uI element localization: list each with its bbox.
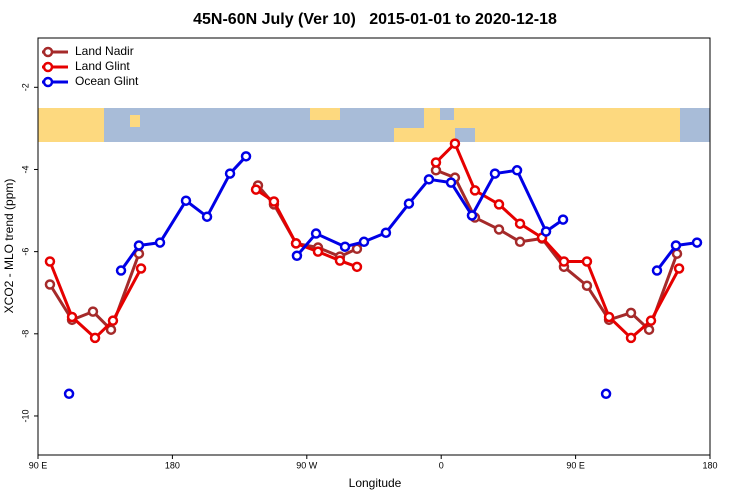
data-point [107, 315, 119, 326]
data-point [625, 332, 637, 344]
data-point [489, 168, 501, 179]
data-point [310, 228, 322, 239]
data-point [691, 237, 703, 248]
y-tick-label: -2 [20, 83, 30, 91]
y-tick-label: -8 [20, 330, 30, 338]
y-axis-label: XCO2 - MLO trend (ppm) [2, 179, 16, 314]
data-point [603, 311, 615, 323]
data-point [625, 307, 637, 319]
data-point [351, 261, 363, 273]
data-point [291, 250, 303, 261]
data-point [493, 224, 505, 235]
series-line [48, 168, 679, 332]
x-tick-label: 90 E [566, 460, 585, 470]
data-point [268, 196, 280, 207]
legend-marker [42, 46, 54, 58]
legend-marker [42, 61, 54, 73]
data-point [224, 168, 236, 179]
legend-label: Land Glint [75, 59, 130, 73]
x-tick-label: 90 W [296, 460, 318, 470]
data-point [514, 236, 526, 248]
x-tick-label: 180 [702, 460, 717, 470]
x-tick-label: 90 E [29, 460, 48, 470]
data-point [115, 265, 127, 276]
data-point [201, 211, 213, 222]
data-point [511, 165, 523, 176]
y-tick-label: -10 [20, 409, 30, 422]
data-point [339, 241, 351, 252]
chart-title: 45N-60N July (Ver 10) 2015-01-01 to 2020… [193, 11, 557, 28]
data-point [670, 240, 682, 251]
data-point [250, 184, 262, 195]
data-point [449, 138, 461, 149]
data-point [403, 198, 415, 209]
data-point [154, 237, 166, 248]
legend-label: Ocean Glint [75, 74, 139, 88]
data-point [240, 151, 252, 162]
data-point [423, 174, 435, 185]
x-tick-label: 180 [165, 460, 180, 470]
legend-label: Land Nadir [75, 44, 134, 58]
data-point [135, 263, 147, 274]
data-point [469, 185, 481, 196]
data-point [180, 195, 192, 206]
data-point [334, 255, 346, 266]
data-point [66, 311, 78, 323]
map-band [38, 108, 710, 142]
data-point [87, 306, 99, 317]
data-point [581, 280, 593, 291]
data-point [558, 256, 570, 267]
data-point [557, 214, 569, 225]
data-point [290, 238, 302, 249]
data-point [44, 256, 56, 267]
legend-marker [42, 76, 54, 88]
plot-frame [37, 37, 711, 456]
data-point [44, 279, 56, 290]
data-point [312, 246, 324, 257]
data-point [63, 388, 75, 400]
data-point [581, 256, 593, 267]
y-tick-label: -4 [20, 165, 30, 173]
data-point [380, 227, 392, 238]
data-point [514, 218, 526, 229]
data-point [493, 199, 505, 210]
data-point [358, 236, 370, 248]
data-point [133, 240, 145, 251]
data-point [673, 263, 685, 274]
data-point [445, 177, 457, 188]
x-tick-label: 0 [439, 460, 444, 470]
data-point [645, 315, 657, 326]
data-point [466, 210, 478, 221]
data-point [89, 332, 101, 344]
data-point [430, 157, 442, 168]
data-point [351, 243, 363, 255]
data-point [105, 324, 117, 335]
data-point [643, 324, 655, 335]
data-point [651, 265, 663, 276]
data-point [671, 248, 683, 259]
x-axis-label: Longitude [349, 476, 402, 490]
data-point [540, 226, 552, 237]
data-point [600, 388, 612, 400]
y-tick-label: -6 [20, 248, 30, 256]
